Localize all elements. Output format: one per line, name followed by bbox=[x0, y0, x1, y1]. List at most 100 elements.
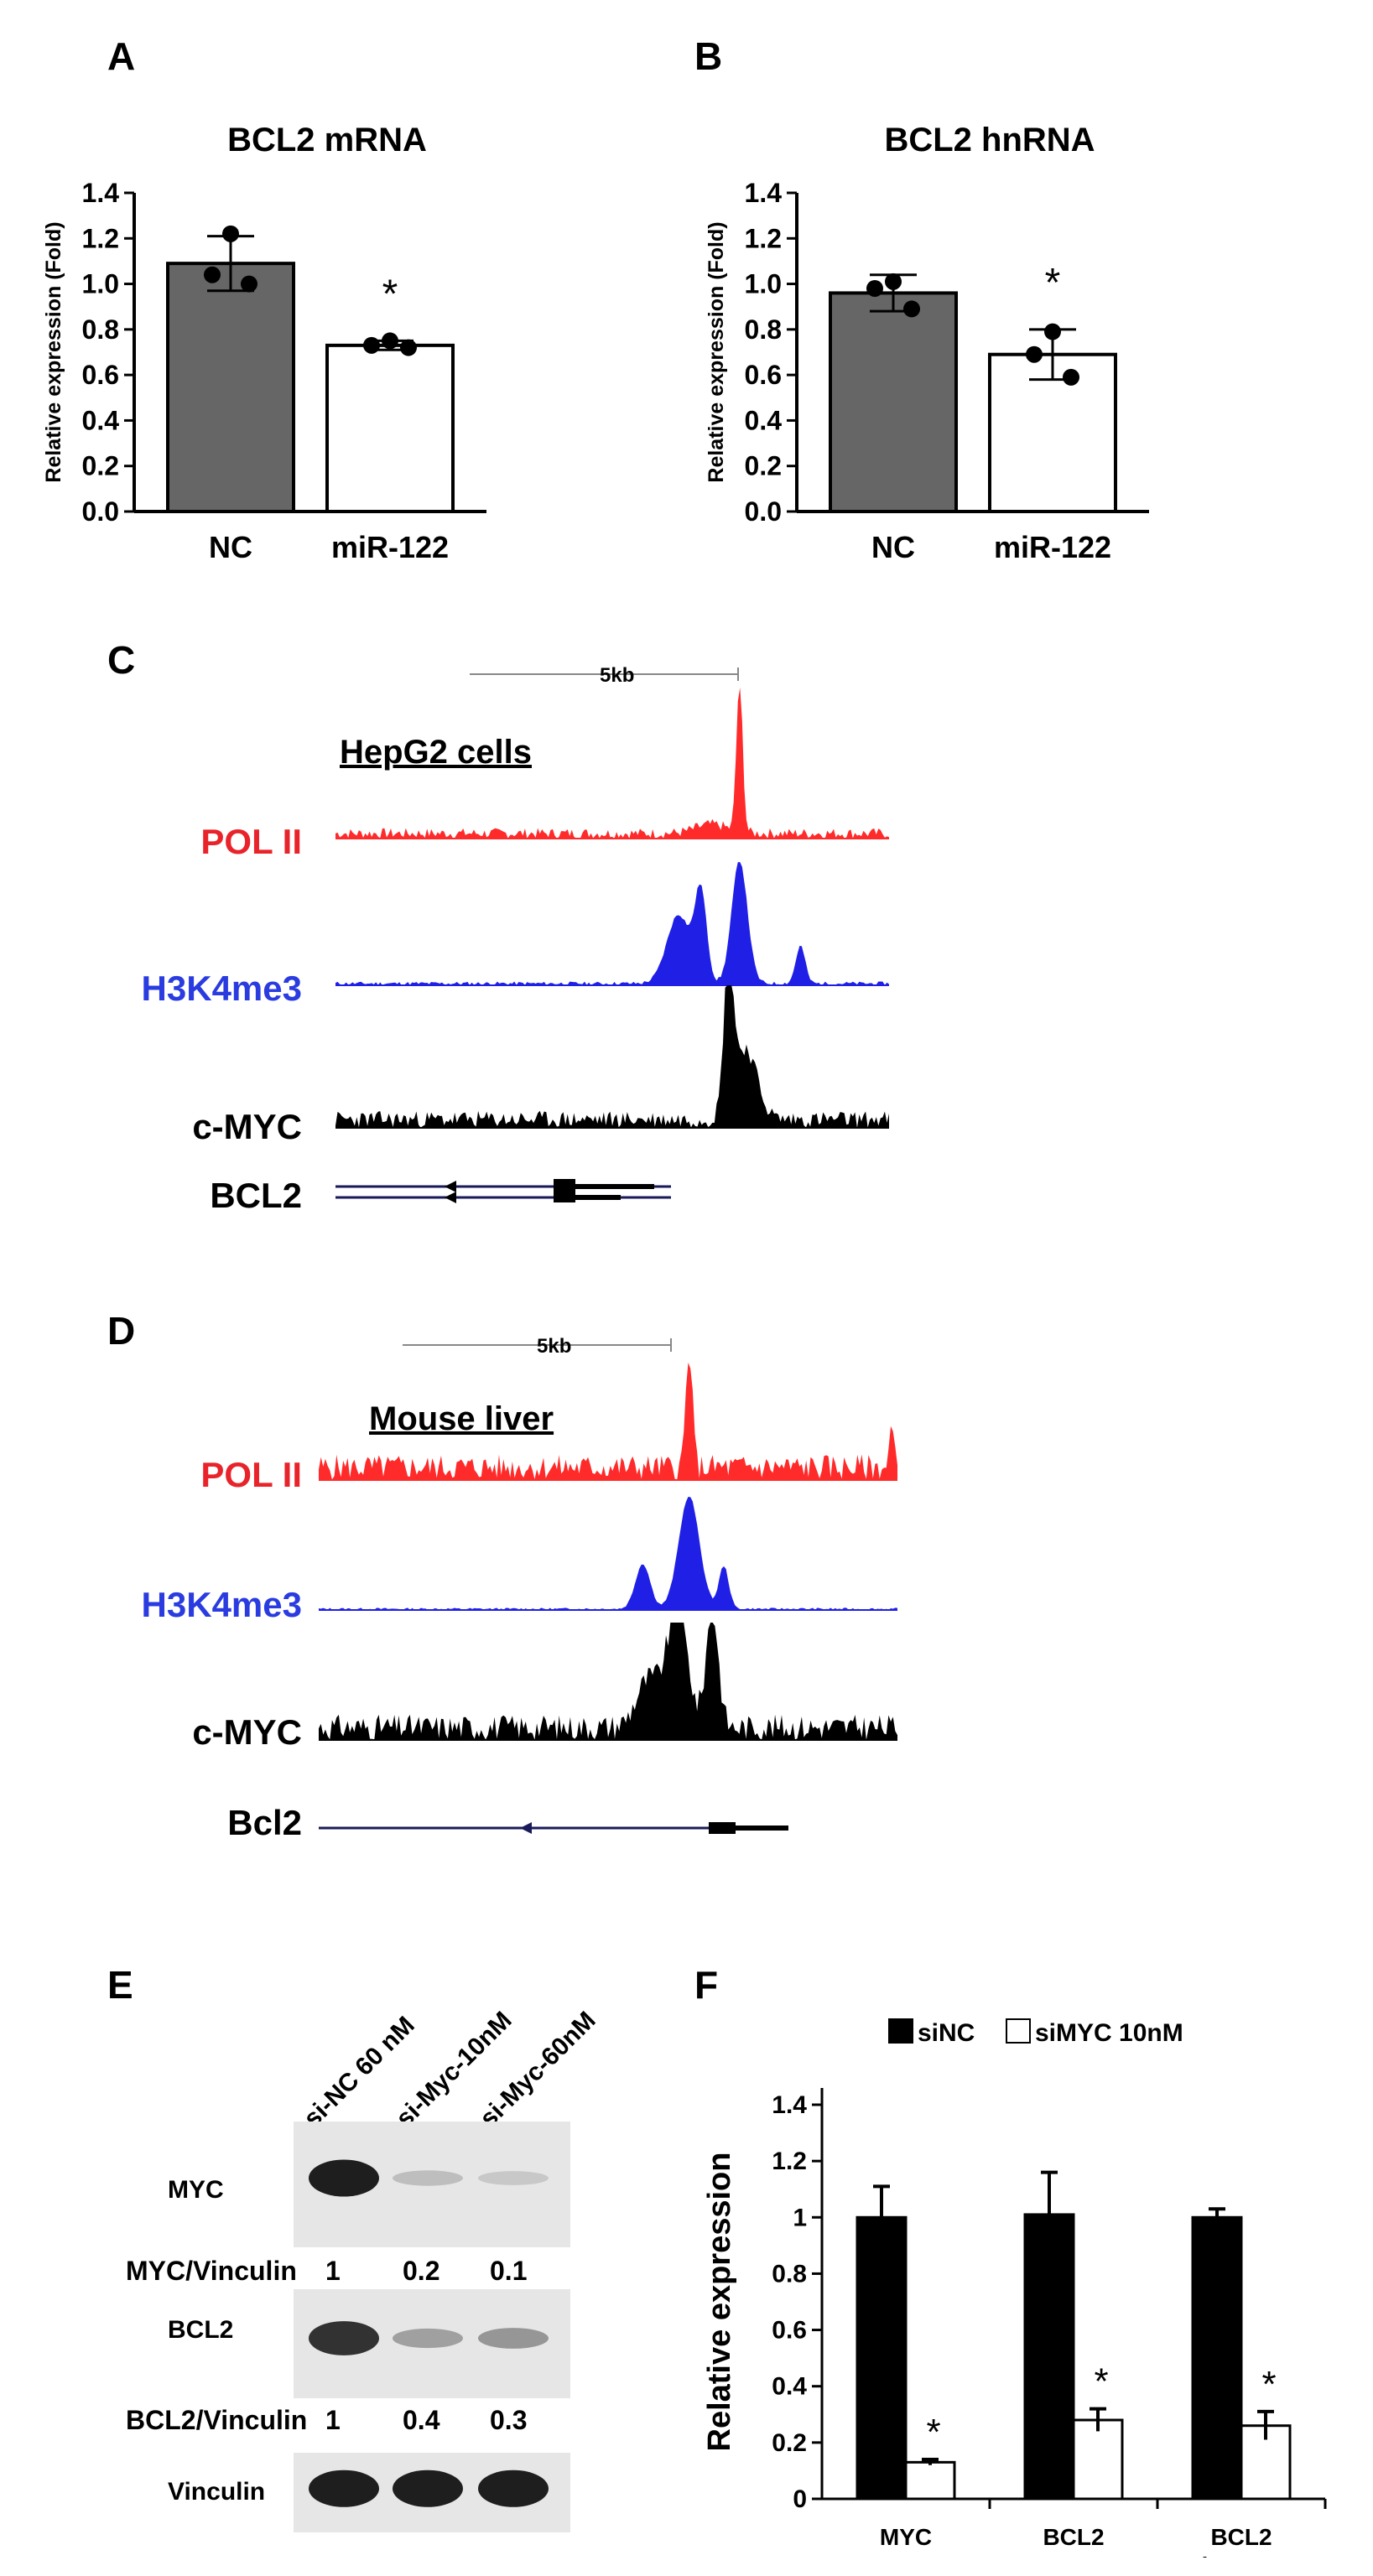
data-point bbox=[382, 332, 398, 350]
blot-row-label-vinculin: Vinculin bbox=[168, 2478, 266, 2506]
track-label-h3k4me3-c: H3K4me3 bbox=[141, 969, 302, 1008]
ratio-value-bcl2-1: 1 bbox=[325, 2405, 341, 2435]
x-tick-label: BCL2 bbox=[1043, 2524, 1104, 2550]
ratio-value-myc-3: 0.1 bbox=[490, 2256, 528, 2286]
y-tick-label: 0.2 bbox=[745, 451, 782, 481]
scale-label-c: 5kb bbox=[600, 664, 635, 687]
y-tick-label: 1.2 bbox=[82, 223, 119, 253]
y-tick-label: 0 bbox=[793, 2485, 807, 2513]
track-panel-d: Mouse liver 5kb POL II H3K4me3 c-MYC Bcl… bbox=[126, 1333, 1174, 1937]
significance-star: * bbox=[1045, 261, 1061, 305]
data-point bbox=[204, 266, 221, 283]
y-tick-label: 1.0 bbox=[82, 269, 119, 299]
data-point bbox=[1026, 345, 1043, 363]
legend-label: siNC bbox=[918, 2019, 975, 2047]
bar bbox=[166, 262, 295, 513]
scale-label-d: 5kb bbox=[537, 1335, 572, 1358]
data-point bbox=[866, 280, 883, 297]
y-axis-label: Relative expression (Fold) bbox=[42, 221, 65, 482]
data-point bbox=[222, 225, 239, 242]
x-tick-label: BCL2 bbox=[1210, 2524, 1272, 2550]
track-panel-c: HepG2 cells 5kb POL II H3K4me3 c-MYC BCL… bbox=[126, 662, 1174, 1266]
cmyc-signal-track bbox=[319, 1623, 897, 1740]
bar bbox=[1023, 2213, 1075, 2501]
significance-star: * bbox=[1094, 2361, 1108, 2402]
data-point bbox=[1044, 323, 1061, 340]
y-axis-label: Relative expression (Fold) bbox=[705, 221, 728, 482]
y-tick-label: 0.6 bbox=[772, 2317, 807, 2345]
gene-strand-arrow bbox=[445, 1181, 456, 1192]
y-axis-label: Relative expression bbox=[702, 2153, 737, 2452]
blot-band bbox=[478, 2328, 549, 2349]
bar bbox=[1072, 2418, 1124, 2501]
x-tick-label: hnRNA bbox=[1202, 2553, 1282, 2558]
chart-title: BCL2 hnRNA bbox=[884, 122, 1095, 158]
h3k4me3-signal-track bbox=[319, 1497, 897, 1610]
y-tick-label: 0.4 bbox=[82, 405, 120, 435]
y-tick-label: 1 bbox=[793, 2204, 807, 2231]
gene-strand-arrow bbox=[445, 1192, 456, 1203]
x-tick-label: miR-122 bbox=[331, 530, 449, 564]
track-label-cmyc-c: c-MYC bbox=[192, 1107, 302, 1146]
y-tick-label: 1.4 bbox=[82, 178, 120, 208]
track-label-h3k4me3-d: H3K4me3 bbox=[141, 1585, 302, 1624]
ratio-value-myc-2: 0.2 bbox=[403, 2256, 440, 2286]
bar bbox=[904, 2460, 956, 2501]
blot-band bbox=[478, 2470, 549, 2507]
significance-star: * bbox=[1261, 2364, 1276, 2405]
y-tick-label: 0.8 bbox=[82, 314, 119, 345]
y-tick-label: 1.0 bbox=[745, 269, 782, 299]
legend-swatch bbox=[1006, 2018, 1031, 2044]
y-tick-label: 1.2 bbox=[745, 223, 782, 253]
x-tick-label: NC bbox=[871, 530, 915, 564]
data-point bbox=[400, 339, 417, 356]
ratio-label-bcl2: BCL2/Vinculin bbox=[126, 2405, 308, 2435]
blot-panel-e: si-NC 60 nM si-Myc-10nM si-Myc-60nM MYC … bbox=[126, 1962, 671, 2549]
gene-model-d bbox=[319, 1822, 788, 1834]
data-point bbox=[885, 273, 902, 290]
blot-row-label-myc: MYC bbox=[168, 2176, 224, 2204]
chart-a: BCL2 mRNA Relative expression (Fold) 0.0 0.… bbox=[42, 122, 486, 564]
blot-image bbox=[294, 2122, 570, 2532]
ratio-value-bcl2-3: 0.3 bbox=[490, 2405, 528, 2435]
y-tick-label: 0.4 bbox=[745, 405, 783, 435]
y-tick-label: 1.2 bbox=[772, 2148, 807, 2175]
ratio-value-myc-1: 1 bbox=[325, 2256, 341, 2286]
blot-band bbox=[393, 2170, 463, 2186]
y-tick-label: 0.4 bbox=[772, 2373, 807, 2401]
chart-f: siNC siMYC 10nM Relative expression 0 0.2 0.4… bbox=[702, 2018, 1327, 2558]
panel-letter-a: A bbox=[107, 34, 136, 78]
ratio-label-myc: MYC/Vinculin bbox=[126, 2256, 297, 2286]
legend-label: siMYC 10nM bbox=[1035, 2019, 1183, 2047]
y-tick-label: 0.2 bbox=[82, 451, 119, 481]
track-label-cmyc-d: c-MYC bbox=[192, 1712, 302, 1752]
legend-swatch bbox=[888, 2018, 913, 2044]
blot-band bbox=[393, 2328, 463, 2349]
panel-letter-d: D bbox=[107, 1309, 136, 1353]
track-label-pol2-d: POL II bbox=[200, 1455, 302, 1494]
blot-row-label-bcl2: BCL2 bbox=[168, 2316, 234, 2344]
data-point bbox=[363, 336, 380, 354]
bar bbox=[325, 343, 455, 513]
y-tick-label: 1.4 bbox=[772, 2091, 807, 2119]
significance-star: * bbox=[382, 272, 398, 316]
blot-band bbox=[478, 2171, 549, 2185]
panel-letter-b: B bbox=[694, 34, 723, 78]
cell-label-d: Mouse liver bbox=[369, 1400, 554, 1437]
track-figure-c bbox=[335, 667, 889, 1203]
y-tick-label: 0.6 bbox=[82, 360, 119, 390]
y-tick-label: 0.2 bbox=[772, 2429, 807, 2457]
pol2-signal-track bbox=[319, 1363, 897, 1480]
x-tick-label: NC bbox=[209, 530, 252, 564]
bar bbox=[856, 2215, 908, 2501]
y-tick-label: 0.8 bbox=[745, 314, 782, 345]
chart-title: BCL2 mRNA bbox=[227, 122, 427, 158]
y-tick-label: 0.6 bbox=[745, 360, 782, 390]
bar bbox=[1191, 2215, 1243, 2501]
significance-star: * bbox=[926, 2412, 940, 2453]
cmyc-signal-track bbox=[335, 985, 889, 1128]
x-tick-label: miR-122 bbox=[994, 530, 1111, 564]
gene-label-d: Bcl2 bbox=[227, 1803, 302, 1842]
x-tick-label: MYC bbox=[880, 2524, 932, 2550]
panel-letter-c: C bbox=[107, 638, 136, 682]
